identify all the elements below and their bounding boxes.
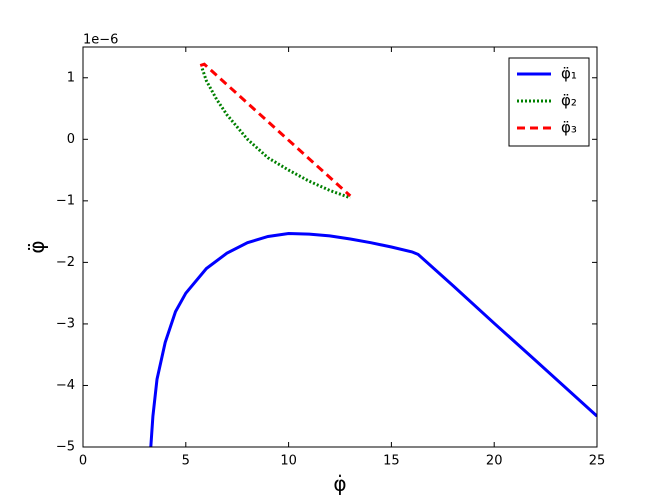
x-tick-label: 0 [79, 454, 87, 469]
y-tick-label: −2 [56, 255, 75, 270]
y-tick-label: −3 [56, 316, 75, 331]
offset-label: 1e−6 [83, 33, 118, 48]
x-axis-label: φ̇ [333, 472, 346, 496]
legend-label: φ̈₂ [561, 92, 577, 110]
series-line [149, 231, 597, 447]
x-tick-label: 25 [589, 454, 606, 469]
axes-frame [82, 46, 598, 448]
x-tick-label: 10 [280, 454, 297, 469]
legend-label: φ̈₁ [561, 65, 577, 83]
series-line [199, 62, 352, 198]
y-axis-label: φ̈ [25, 240, 49, 253]
x-tick-label: 20 [486, 454, 503, 469]
y-tick-label: −4 [56, 378, 75, 393]
legend-label: φ̈₃ [561, 119, 577, 137]
y-tick-label: 1 [67, 70, 75, 85]
x-tick-label: 5 [182, 454, 190, 469]
x-tick-label: 15 [383, 454, 400, 469]
y-tick-label: 0 [67, 132, 75, 147]
y-tick-label: −1 [56, 193, 75, 208]
y-tick-label: −5 [56, 440, 75, 455]
